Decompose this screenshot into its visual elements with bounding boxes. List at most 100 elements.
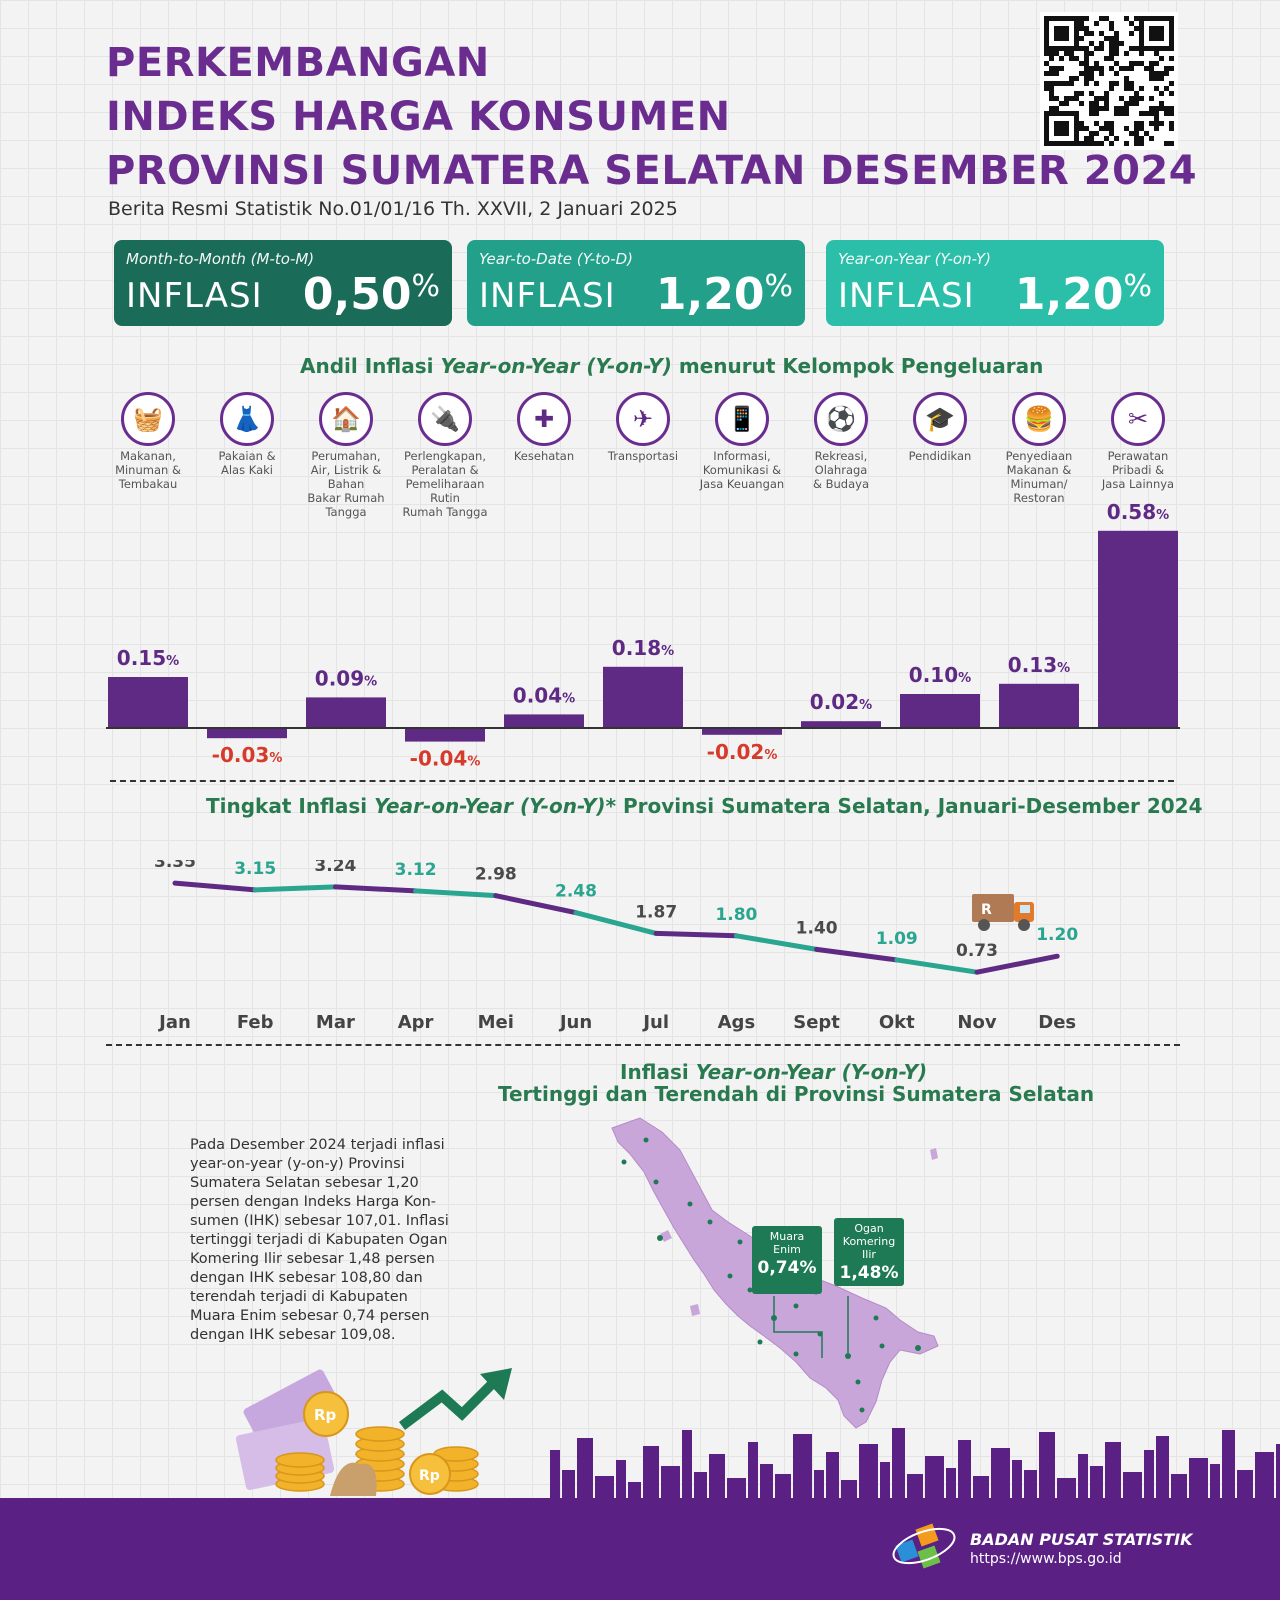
bar-label-2: 0.09%: [315, 666, 377, 690]
bar-label-0: 0.15%: [117, 646, 179, 670]
kpi-yoy: Year-on-Year (Y-on-Y) INFLASI 1,20%: [826, 240, 1164, 326]
month-label-8: Sept: [787, 1012, 847, 1033]
kpi-ytd: Year-to-Date (Y-to-D) INFLASI 1,20%: [467, 240, 805, 326]
divider-2: [106, 1044, 1180, 1046]
bar-title-em: Year-on-Year (Y-on-Y): [440, 354, 671, 378]
month-label-9: Okt: [867, 1012, 927, 1033]
category-label-6: Informasi, Komunikasi & Jasa Keuangan: [696, 449, 788, 491]
callout-highest[interactable]: Ogan Komering Ilir 1,48%: [834, 1218, 904, 1286]
release-subtitle: Berita Resmi Statistik No.01/01/16 Th. X…: [108, 198, 678, 220]
title-line-3: PROVINSI SUMATERA SELATAN DESEMBER 2024: [106, 148, 1197, 194]
dress-icon: 👗: [220, 392, 274, 446]
bar-9: [999, 684, 1079, 728]
bar-chart-title: Andil Inflasi Year-on-Year (Y-on-Y) menu…: [300, 354, 1043, 378]
bar-label-6: -0.02%: [707, 740, 778, 764]
airplane-icon: ✈: [616, 392, 670, 446]
month-label-11: Des: [1027, 1012, 1087, 1033]
medical-kit-icon: ✚: [517, 392, 571, 446]
title-line-2: INDEKS HARGA KONSUMEN: [106, 94, 731, 140]
coin-label-1: Rp: [314, 1406, 337, 1424]
category-6: 📱 Informasi, Komunikasi & Jasa Keuangan: [696, 392, 788, 491]
month-label-7: Ags: [706, 1012, 766, 1033]
qr-code-icon[interactable]: [1040, 12, 1178, 150]
bar-label-5: 0.18%: [612, 636, 674, 660]
bar-label-7: 0.02%: [810, 690, 872, 714]
line-segment-3: [416, 891, 496, 896]
category-8: 🎓 Pendidikan: [894, 392, 986, 463]
footer-org-name: BADAN PUSAT STATISTIK: [970, 1530, 1192, 1549]
city-skyline: [550, 1420, 1280, 1500]
line-chart-title: Tingkat Inflasi Year-on-Year (Y-on-Y)* P…: [206, 794, 1203, 818]
line-segment-2: [335, 887, 415, 891]
line-label-0: 3.35: [154, 860, 196, 872]
category-0: 🧺 Makanan, Minuman & Tembakau: [102, 392, 194, 491]
bar-label-1: -0.03%: [212, 743, 283, 767]
bps-logo-icon[interactable]: [890, 1518, 962, 1574]
map-title-em: Year-on-Year (Y-on-Y): [696, 1060, 927, 1084]
bar-label-8: 0.10%: [909, 663, 971, 687]
category-9: 🍔 Penyediaan Makanan & Minuman/ Restoran: [993, 392, 1085, 505]
month-label-4: Mei: [466, 1012, 526, 1033]
kpi-mtm-value: 0,50: [303, 269, 412, 320]
plug-icon: 🔌: [418, 392, 472, 446]
month-label-1: Feb: [225, 1012, 285, 1033]
kpi-yoy-label: Year-on-Year (Y-on-Y): [838, 250, 1152, 268]
bar-title-post: menurut Kelompok Pengeluaran: [672, 354, 1043, 378]
bar-10: [1098, 531, 1178, 728]
bar-label-3: -0.04%: [410, 747, 481, 771]
line-label-1: 3.15: [234, 860, 276, 879]
bar-0: [108, 677, 188, 728]
category-7: ⚽ Rekreasi, Olahraga & Budaya: [795, 392, 887, 491]
line-title-post: * Provinsi Sumatera Selatan, Januari-Des…: [606, 794, 1203, 818]
house-icon: 🏠: [319, 392, 373, 446]
kpi-ytd-label: Year-to-Date (Y-to-D): [479, 250, 793, 268]
line-label-8: 1.40: [796, 918, 838, 938]
bar-5: [603, 667, 683, 728]
line-chart: 3.35 3.15 3.24 3.12 2.98 2.48 1.87 1.80 1.40 1.09…: [0, 860, 1280, 1000]
tools-icon: ✂: [1111, 392, 1165, 446]
month-label-0: Jan: [145, 1012, 205, 1033]
burger-meal-icon: 🍔: [1012, 392, 1066, 446]
category-label-7: Rekreasi, Olahraga & Budaya: [795, 449, 887, 491]
line-label-7: 1.80: [715, 905, 757, 925]
month-label-6: Jul: [626, 1012, 686, 1033]
category-5: ✈ Transportasi: [597, 392, 689, 463]
category-label-9: Penyediaan Makanan & Minuman/ Restoran: [993, 449, 1085, 505]
line-label-11: 1.20: [1036, 925, 1078, 945]
money-growth-illustration: Rp Rp: [230, 1356, 530, 1498]
divider-1: [110, 780, 1174, 782]
line-segment-9: [897, 960, 977, 972]
line-label-6: 1.87: [635, 902, 677, 922]
bar-1: [207, 728, 287, 738]
category-4: ✚ Kesehatan: [498, 392, 590, 463]
category-label-1: Pakaian & Alas Kaki: [201, 449, 293, 477]
kpi-yoy-unit: %: [1123, 269, 1152, 304]
callout-lowest-name: Muara Enim: [752, 1226, 822, 1256]
bar-6: [702, 728, 782, 735]
bar-3: [405, 728, 485, 742]
bar-8: [900, 694, 980, 728]
bar-label-10: 0.58%: [1107, 500, 1169, 524]
bar-7: [801, 721, 881, 728]
month-label-5: Jun: [546, 1012, 606, 1033]
line-label-2: 3.24: [314, 860, 356, 876]
athlete-icon: ⚽: [814, 392, 868, 446]
callout-highest-name: Ogan Komering Ilir: [834, 1218, 904, 1261]
month-label-2: Mar: [305, 1012, 365, 1033]
bar-label-4: 0.04%: [513, 683, 575, 707]
line-label-5: 2.48: [555, 882, 597, 902]
truck-label: R: [981, 902, 992, 918]
callout-lowest[interactable]: Muara Enim 0,74%: [752, 1226, 822, 1294]
callout-highest-value: 1,48%: [834, 1261, 904, 1287]
line-segment-8: [817, 949, 897, 960]
coin-label-2: Rp: [419, 1468, 440, 1484]
line-segment-0: [175, 883, 255, 890]
line-segment-6: [656, 933, 736, 935]
footer-url[interactable]: https://www.bps.go.id: [970, 1551, 1122, 1567]
map-title-line-2: Tertinggi dan Terendah di Provinsi Sumat…: [498, 1082, 1094, 1106]
category-label-8: Pendidikan: [894, 449, 986, 463]
summary-paragraph: Pada Desember 2024 terjadi inflasi year-…: [190, 1136, 480, 1345]
month-label-10: Nov: [947, 1012, 1007, 1033]
kpi-yoy-value: 1,20: [1015, 269, 1124, 320]
kpi-mtm-word: INFLASI: [126, 276, 263, 316]
